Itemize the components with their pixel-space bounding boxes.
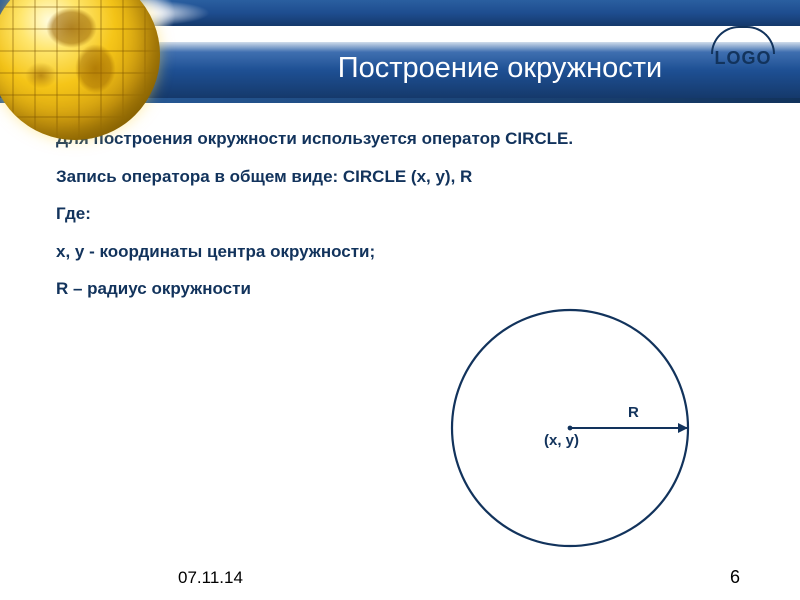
body-line: R – радиус окружности	[56, 276, 746, 302]
body-line: x, y - координаты центра окружности;	[56, 239, 746, 265]
body-line: Где:	[56, 201, 746, 227]
diagram-center-dot	[568, 426, 573, 431]
logo-text: LOGO	[708, 48, 778, 69]
diagram-center-label: (x, y)	[544, 432, 579, 449]
slide-body: Для построения окружности используется о…	[56, 126, 746, 314]
slide-number: 6	[730, 567, 740, 588]
circle-svg	[430, 300, 720, 560]
footer-date: 07.11.14	[178, 568, 243, 588]
body-line: Для построения окружности используется о…	[56, 126, 746, 152]
circle-diagram: (x, y) R	[430, 300, 720, 560]
diagram-arrow-head	[678, 423, 688, 433]
diagram-radius-label: R	[628, 404, 639, 421]
globe-graphic	[0, 0, 160, 140]
body-line: Запись оператора в общем виде: CIRCLE (x…	[56, 164, 746, 190]
slide-title: Построение окружности	[230, 52, 770, 85]
logo: LOGO	[708, 26, 778, 69]
